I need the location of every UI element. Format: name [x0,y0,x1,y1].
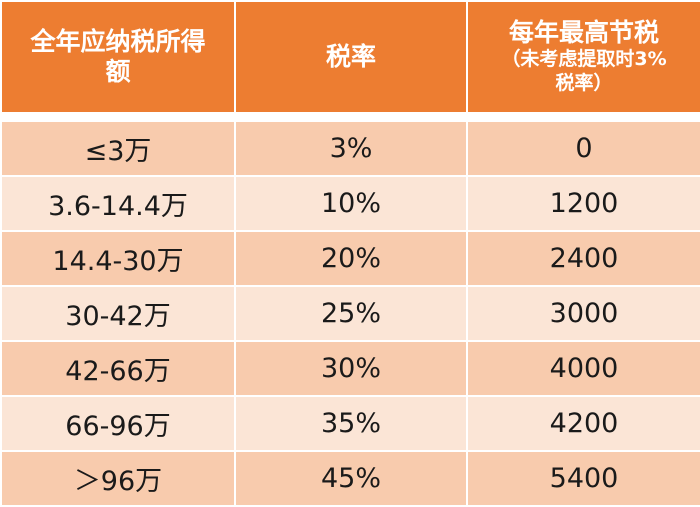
cell-saving: 1200 [466,175,700,232]
table-body: ≤3万 3% 0 3.6-14.4万 10% 1200 14.4-30万 20%… [0,113,700,507]
header-tax-rate-label: 税率 [325,42,376,71]
cell-income: 66-96万 [0,395,236,452]
table-row: 30-42万 25% 3000 [0,285,700,342]
table-header: 全年应纳税所得额 税率 每年最高节税 （未考虑提取时3%税率） [0,0,700,114]
cell-saving: 2400 [466,230,700,287]
table-row: ≤3万 3% 0 [0,120,700,177]
table-row: 42-66万 30% 4000 [0,340,700,397]
cell-income: 42-66万 [0,340,236,397]
table-row: 66-96万 35% 4200 [0,395,700,452]
cell-rate: 35% [234,395,468,452]
cell-rate: 10% [234,175,468,232]
cell-rate: 25% [234,285,468,342]
header-tax-rate: 税率 [234,0,468,114]
cell-saving: 4200 [466,395,700,452]
header-max-saving-label: 每年最高节税 [508,18,659,48]
table-row: ＞96万 45% 5400 [0,450,700,507]
cell-saving: 5400 [466,450,700,507]
cell-income: ＞96万 [0,450,236,507]
header-max-saving: 每年最高节税 （未考虑提取时3%税率） [466,0,700,114]
table-row: 3.6-14.4万 10% 1200 [0,175,700,232]
cell-income: ≤3万 [0,120,236,177]
table-row: 14.4-30万 20% 2400 [0,230,700,287]
header-income-range-label: 全年应纳税所得额 [30,27,206,86]
header-max-saving-note: （未考虑提取时3%税率） [501,48,667,94]
cell-saving: 4000 [466,340,700,397]
cell-income: 3.6-14.4万 [0,175,236,232]
header-row: 全年应纳税所得额 税率 每年最高节税 （未考虑提取时3%税率） [0,0,700,114]
cell-saving: 3000 [466,285,700,342]
cell-rate: 30% [234,340,468,397]
cell-rate: 3% [234,120,468,177]
cell-income: 30-42万 [0,285,236,342]
header-income-range: 全年应纳税所得额 [0,0,236,114]
cell-rate: 20% [234,230,468,287]
cell-rate: 45% [234,450,468,507]
cell-saving: 0 [466,120,700,177]
cell-income: 14.4-30万 [0,230,236,287]
